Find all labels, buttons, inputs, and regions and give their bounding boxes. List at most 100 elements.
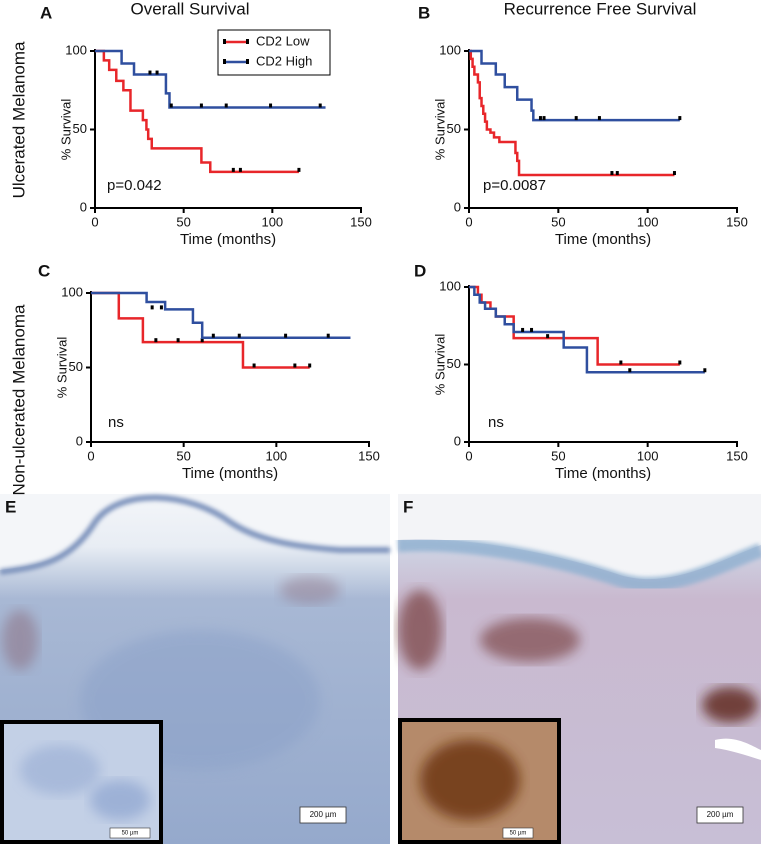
survival-curve: [95, 49, 299, 174]
x-tick-label: 100: [637, 448, 659, 463]
censor-mark: [546, 334, 550, 339]
survival-curve: [469, 285, 680, 366]
legend-label: CD2 Low: [256, 33, 310, 48]
scale-bar-label: 50 µm: [122, 831, 139, 837]
x-tick-label: 100: [261, 214, 283, 229]
censor-mark: [610, 171, 614, 176]
chart-title: Recurrence Free Survival: [504, 0, 697, 18]
x-tick-label: 100: [265, 448, 287, 463]
x-tick-label: 50: [551, 214, 565, 229]
censor-mark: [318, 103, 322, 108]
y-tick-label: 100: [61, 284, 83, 299]
censor-mark: [211, 333, 215, 338]
censor-mark: [154, 338, 158, 343]
censor-mark: [155, 70, 159, 75]
legend-box: [217, 29, 331, 76]
x-tick-label: 150: [350, 214, 372, 229]
censor-mark: [252, 363, 256, 368]
censor-mark: [619, 360, 623, 365]
survival-curve: [469, 285, 705, 374]
y-axis-label: % Survival: [432, 334, 447, 396]
annotation: p=0.042: [107, 177, 162, 194]
x-tick-label: 0: [465, 448, 472, 463]
x-tick-label: 50: [176, 448, 190, 463]
y-axis-label: % Survival: [432, 99, 447, 161]
y-tick-label: 100: [439, 42, 461, 57]
y-tick-label: 0: [454, 433, 461, 448]
censor-mark: [326, 333, 330, 338]
censor-mark: [672, 171, 676, 176]
censor-mark: [199, 103, 203, 108]
histology-e: [0, 494, 390, 844]
censor-mark: [176, 338, 180, 343]
survival-curve: [469, 49, 675, 177]
x-tick-label: 0: [91, 214, 98, 229]
panel-letter: D: [414, 261, 426, 280]
censor-mark: [678, 360, 682, 365]
y-tick-label: 0: [76, 433, 83, 448]
scale-bar-label: 200 µm: [707, 810, 734, 819]
y-tick-label: 50: [447, 356, 461, 371]
x-tick-label: 150: [358, 448, 380, 463]
y-tick-label: 50: [447, 121, 461, 136]
y-axis-label: % Survival: [54, 337, 69, 399]
chart-title: Overall Survival: [130, 0, 249, 18]
survival-curve: [91, 291, 351, 339]
censor-mark: [308, 363, 312, 368]
censor-mark: [231, 167, 235, 172]
y-tick-label: 50: [69, 359, 83, 374]
annotation: ns: [108, 414, 124, 431]
censor-mark: [530, 327, 534, 332]
y-tick-label: 100: [439, 278, 461, 293]
censor-mark: [284, 333, 288, 338]
y-tick-label: 50: [73, 121, 87, 136]
panel-letter: F: [403, 497, 413, 516]
survival-curve: [469, 49, 680, 122]
x-tick-label: 50: [551, 448, 565, 463]
panel-letter: C: [38, 261, 50, 280]
x-tick-label: 50: [176, 214, 190, 229]
histology-f: [397, 494, 761, 844]
x-tick-label: 100: [637, 214, 659, 229]
legend-swatch: [246, 59, 249, 64]
y-tick-label: 0: [454, 199, 461, 214]
row-label: Ulcerated Melanoma: [9, 41, 28, 198]
censor-mark: [150, 305, 154, 310]
x-axis-label: Time (months): [555, 231, 651, 248]
censor-mark: [574, 116, 578, 121]
censor-mark: [678, 116, 682, 121]
censor-mark: [148, 70, 152, 75]
x-tick-label: 0: [465, 214, 472, 229]
scale-bar-label: 50 µm: [510, 831, 527, 837]
row-label: Non-ulcerated Melanoma: [9, 304, 28, 495]
censor-mark: [297, 167, 301, 172]
censor-mark: [159, 305, 163, 310]
censor-mark: [224, 103, 228, 108]
legend-swatch: [223, 39, 226, 44]
censor-mark: [169, 103, 173, 108]
censor-mark: [703, 368, 707, 373]
survival-curve: [91, 291, 310, 369]
censor-mark: [238, 167, 242, 172]
censor-mark: [615, 171, 619, 176]
survival-curve: [95, 49, 326, 109]
censor-mark: [597, 116, 601, 121]
censor-mark: [237, 333, 241, 338]
censor-mark: [293, 363, 297, 368]
x-tick-label: 150: [726, 214, 748, 229]
x-axis-label: Time (months): [180, 231, 276, 248]
y-tick-label: 100: [65, 42, 87, 57]
x-tick-label: 150: [726, 448, 748, 463]
y-axis-label: % Survival: [58, 99, 73, 161]
censor-mark: [521, 327, 525, 332]
legend-swatch: [246, 39, 249, 44]
x-axis-label: Time (months): [555, 465, 651, 482]
censor-mark: [538, 116, 542, 121]
annotation: ns: [488, 414, 504, 431]
censor-mark: [628, 368, 632, 373]
censor-mark: [542, 116, 546, 121]
legend-swatch: [223, 59, 226, 64]
y-tick-label: 0: [80, 199, 87, 214]
